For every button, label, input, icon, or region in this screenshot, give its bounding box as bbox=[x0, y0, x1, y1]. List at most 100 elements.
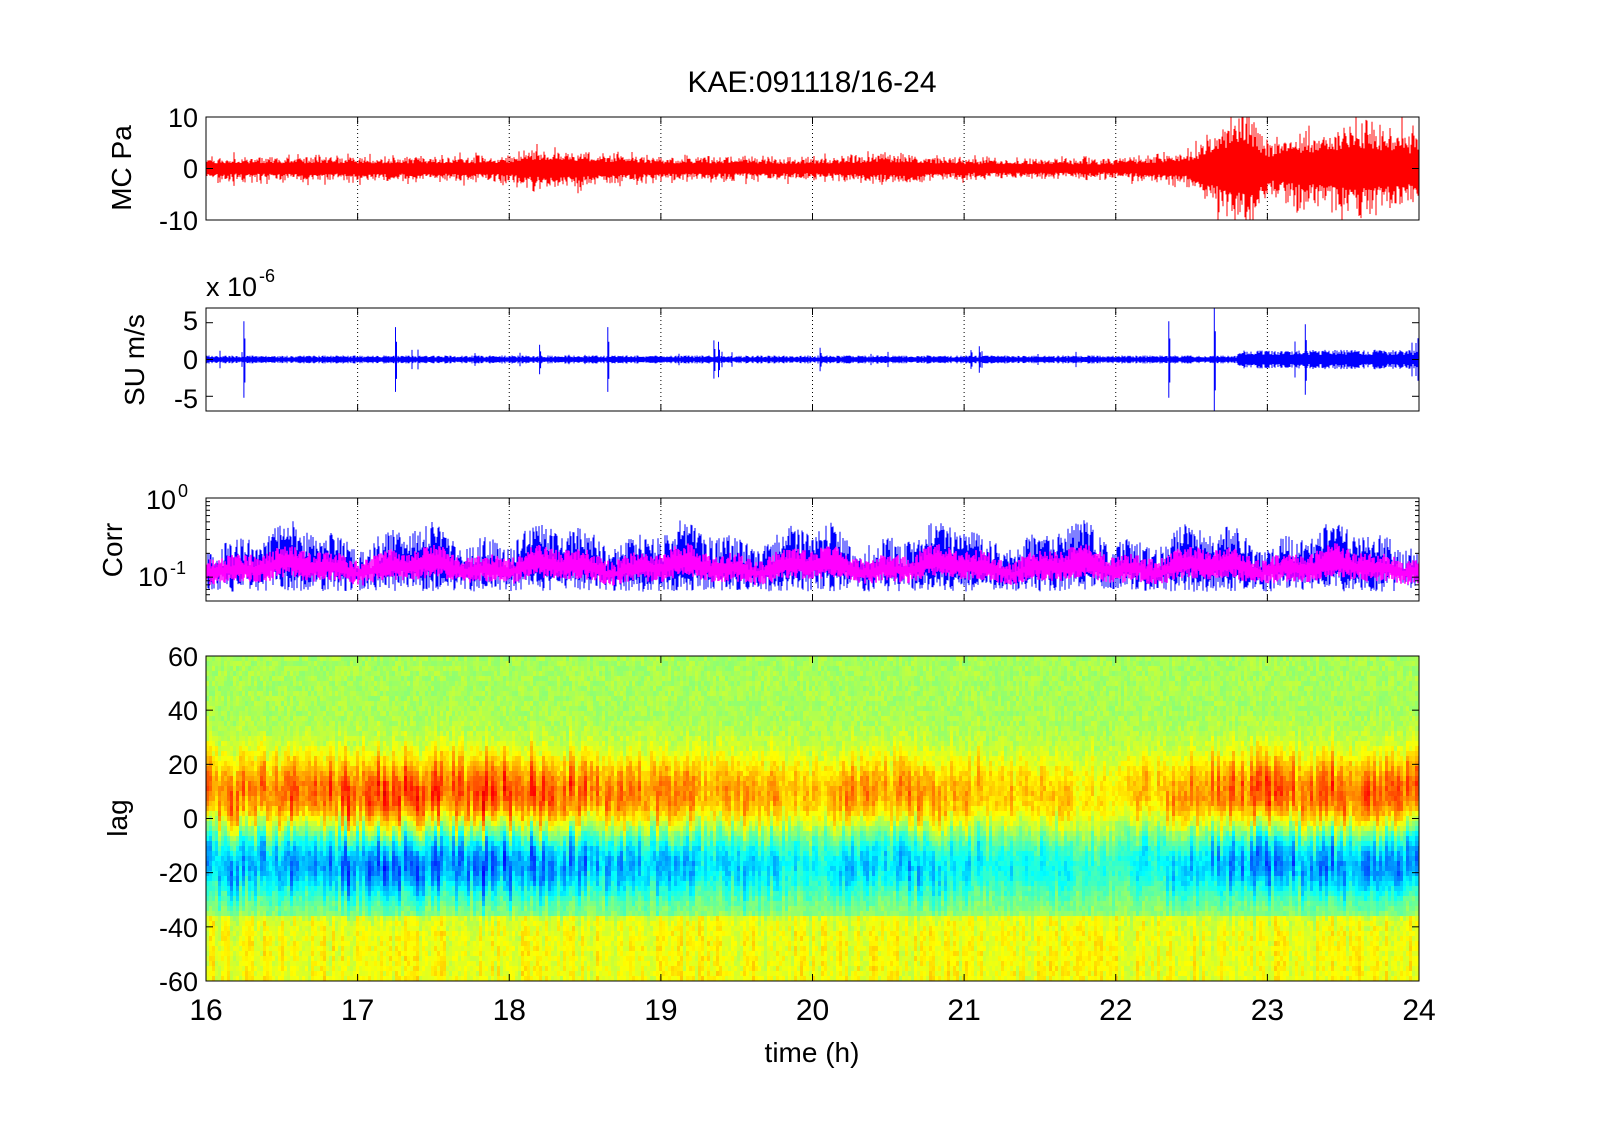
heatmap-cell bbox=[215, 931, 219, 937]
heatmap-cell bbox=[266, 926, 270, 932]
heatmap-cell bbox=[227, 671, 231, 677]
heatmap-cell bbox=[275, 976, 279, 981]
heatmap-cell bbox=[314, 756, 318, 762]
heatmap-cell bbox=[227, 736, 231, 742]
heatmap-cell bbox=[215, 881, 219, 887]
heatmap-cell bbox=[206, 711, 210, 717]
heatmap-cell bbox=[230, 961, 234, 967]
heatmap-cell bbox=[218, 961, 222, 967]
heatmap-cell bbox=[215, 676, 219, 682]
heatmap-cell bbox=[224, 691, 228, 697]
heatmap-cell bbox=[311, 896, 315, 902]
heatmap-cell bbox=[257, 776, 261, 782]
heatmap-cell bbox=[308, 916, 312, 922]
heatmap-cell bbox=[272, 936, 276, 942]
heatmap-cell bbox=[236, 926, 240, 932]
heatmap-cell bbox=[293, 891, 297, 897]
heatmap-cell bbox=[287, 916, 291, 922]
heatmap-cell bbox=[239, 916, 243, 922]
heatmap-cell bbox=[266, 911, 270, 917]
heatmap-cell bbox=[305, 726, 309, 732]
heatmap-cell bbox=[260, 936, 264, 942]
heatmap-cell bbox=[206, 691, 210, 697]
heatmap-cell bbox=[215, 816, 219, 822]
heatmap-cell bbox=[266, 931, 270, 937]
panel-mc-pressure: 10 0 -10 MC Pa bbox=[106, 103, 1420, 236]
heatmap-cell bbox=[233, 656, 237, 662]
heatmap-cell bbox=[251, 946, 255, 952]
heatmap-cell bbox=[260, 941, 264, 947]
heatmap-cell bbox=[299, 756, 303, 762]
heatmap-cell bbox=[275, 661, 279, 667]
heatmap-cell bbox=[224, 861, 228, 867]
heatmap-cell bbox=[230, 936, 234, 942]
heatmap-cell bbox=[221, 791, 225, 797]
heatmap-cell bbox=[263, 786, 267, 792]
heatmap-cell bbox=[266, 706, 270, 712]
heatmap-cell bbox=[287, 826, 291, 832]
heatmap-cell bbox=[311, 701, 315, 707]
heatmap-cell bbox=[317, 971, 321, 977]
heatmap-cell bbox=[275, 666, 279, 672]
heatmap-cell bbox=[278, 886, 282, 892]
heatmap-cell bbox=[302, 686, 306, 692]
heatmap-cell bbox=[227, 941, 231, 947]
heatmap-cell bbox=[230, 866, 234, 872]
heatmap-cell bbox=[224, 961, 228, 967]
heatmap-cell bbox=[290, 851, 294, 857]
heatmap-cell bbox=[296, 676, 300, 682]
heatmap-cell bbox=[308, 681, 312, 687]
heatmap-cell bbox=[233, 871, 237, 877]
heatmap-cell bbox=[242, 656, 246, 662]
heatmap-cell bbox=[242, 756, 246, 762]
heatmap-cell bbox=[329, 696, 333, 702]
heatmap-cell bbox=[323, 941, 327, 947]
heatmap-cell bbox=[242, 951, 246, 957]
heatmap-cell bbox=[287, 771, 291, 777]
heatmap-cell bbox=[260, 921, 264, 927]
heatmap-cell bbox=[299, 711, 303, 717]
heatmap-cell bbox=[299, 896, 303, 902]
heatmap-cell bbox=[326, 961, 330, 967]
heatmap-cell bbox=[329, 901, 333, 907]
heatmap-cell bbox=[224, 716, 228, 722]
heatmap-cell bbox=[263, 691, 267, 697]
heatmap-cell bbox=[293, 706, 297, 712]
heatmap-cell bbox=[311, 921, 315, 927]
heatmap-cell bbox=[206, 921, 210, 927]
heatmap-cell bbox=[254, 776, 258, 782]
heatmap-cell bbox=[287, 661, 291, 667]
heatmap-cell bbox=[215, 956, 219, 962]
heatmap-cell bbox=[275, 861, 279, 867]
heatmap-cell bbox=[311, 671, 315, 677]
heatmap-cell bbox=[239, 726, 243, 732]
heatmap-cell bbox=[278, 811, 282, 817]
heatmap-cell bbox=[224, 796, 228, 802]
heatmap-cell bbox=[215, 911, 219, 917]
heatmap-cell bbox=[227, 876, 231, 882]
heatmap-cell bbox=[317, 966, 321, 972]
heatmap-cell bbox=[281, 926, 285, 932]
heatmap-cell bbox=[278, 691, 282, 697]
heatmap-cell bbox=[299, 741, 303, 747]
heatmap-cell bbox=[308, 891, 312, 897]
heatmap-cell bbox=[308, 711, 312, 717]
heatmap-cell bbox=[227, 656, 231, 662]
heatmap-cell bbox=[290, 926, 294, 932]
heatmap-cell bbox=[278, 771, 282, 777]
heatmap-cell bbox=[302, 836, 306, 842]
heatmap-cell bbox=[302, 956, 306, 962]
heatmap-cell bbox=[251, 876, 255, 882]
heatmap-cell bbox=[209, 821, 213, 827]
heatmap-cell bbox=[296, 726, 300, 732]
heatmap-cell bbox=[233, 731, 237, 737]
heatmap-cell bbox=[254, 751, 258, 757]
heatmap-cell bbox=[233, 866, 237, 872]
heatmap-cell bbox=[236, 711, 240, 717]
heatmap-cell bbox=[230, 826, 234, 832]
heatmap-cell bbox=[314, 821, 318, 827]
heatmap-cell bbox=[263, 956, 267, 962]
heatmap-cell bbox=[206, 726, 210, 732]
heatmap-cell bbox=[275, 881, 279, 887]
heatmap-cell bbox=[215, 706, 219, 712]
